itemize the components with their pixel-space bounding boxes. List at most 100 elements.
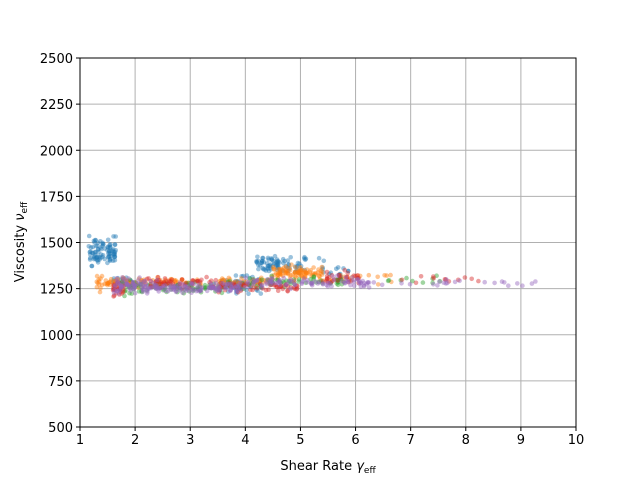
data-point xyxy=(154,277,160,283)
data-point xyxy=(275,265,280,271)
data-point xyxy=(240,282,246,287)
data-point xyxy=(316,273,322,279)
data-point xyxy=(112,284,118,289)
data-point xyxy=(265,277,270,282)
data-point xyxy=(172,284,177,289)
x-axis-ticks: 1 2 3 4 5 6 7 8 9 10 xyxy=(76,427,584,448)
data-point xyxy=(283,264,289,269)
data-point xyxy=(277,270,283,275)
data-point xyxy=(293,269,298,275)
data-point xyxy=(217,285,223,291)
data-point xyxy=(166,281,171,286)
data-point xyxy=(128,286,133,291)
data-point xyxy=(139,278,145,284)
data-point xyxy=(227,277,233,282)
data-point xyxy=(321,270,326,275)
data-point xyxy=(269,276,274,281)
data-point xyxy=(198,289,204,295)
data-point xyxy=(295,283,300,289)
data-point xyxy=(156,289,161,294)
data-point xyxy=(341,266,346,271)
data-point xyxy=(186,280,191,286)
x-tick-label: 1 xyxy=(76,433,84,448)
data-point xyxy=(120,281,126,287)
data-point xyxy=(239,276,244,281)
data-point xyxy=(208,285,214,290)
data-point xyxy=(211,281,216,287)
data-point xyxy=(313,270,318,276)
data-point xyxy=(142,279,147,285)
data-point xyxy=(356,279,362,284)
data-point xyxy=(138,277,144,283)
data-point xyxy=(127,280,132,285)
data-point xyxy=(119,285,125,291)
data-point xyxy=(161,280,166,285)
data-point xyxy=(195,283,200,289)
data-point xyxy=(131,282,137,288)
data-point xyxy=(277,271,283,277)
data-point xyxy=(209,285,215,291)
data-point xyxy=(286,262,292,268)
data-point xyxy=(221,284,226,290)
data-point xyxy=(283,282,289,287)
data-point xyxy=(237,282,242,287)
data-point xyxy=(99,282,105,288)
data-point xyxy=(341,279,347,285)
data-point xyxy=(355,277,361,283)
data-point xyxy=(271,258,277,264)
series-4 xyxy=(111,273,538,296)
data-point xyxy=(107,248,112,254)
data-point xyxy=(100,254,105,260)
data-point xyxy=(216,282,221,287)
data-point xyxy=(95,246,101,252)
data-point xyxy=(177,285,182,290)
data-point xyxy=(324,278,330,284)
data-point xyxy=(228,287,234,293)
data-point xyxy=(96,277,101,282)
data-point xyxy=(452,279,458,285)
data-point xyxy=(339,278,345,284)
data-point xyxy=(297,270,302,276)
data-point xyxy=(269,274,275,280)
data-point xyxy=(239,284,244,290)
data-point xyxy=(325,280,331,286)
data-point xyxy=(275,275,280,280)
data-point xyxy=(104,281,109,286)
data-point xyxy=(280,279,285,284)
data-point xyxy=(158,281,163,287)
data-point xyxy=(213,289,218,294)
series-2 xyxy=(117,273,443,299)
data-point xyxy=(345,279,351,284)
data-point xyxy=(268,265,273,270)
data-point xyxy=(111,290,117,296)
data-point xyxy=(298,271,304,276)
data-point xyxy=(308,281,314,286)
data-point xyxy=(267,278,273,284)
data-point xyxy=(237,285,242,291)
data-point xyxy=(217,281,223,287)
data-point xyxy=(277,282,283,288)
data-point xyxy=(113,282,118,288)
data-point xyxy=(351,273,357,279)
data-point xyxy=(110,287,116,293)
data-point xyxy=(172,279,178,284)
data-point xyxy=(174,283,180,289)
data-point xyxy=(153,284,159,289)
data-point xyxy=(188,284,194,289)
data-point xyxy=(112,242,118,247)
data-point xyxy=(89,263,95,269)
data-point xyxy=(349,274,355,280)
data-point xyxy=(124,279,130,285)
data-point xyxy=(234,285,240,291)
data-point xyxy=(190,278,195,283)
data-point xyxy=(128,280,133,286)
data-point xyxy=(269,257,275,262)
data-point xyxy=(351,277,356,283)
data-point xyxy=(407,281,413,287)
data-point xyxy=(159,281,165,286)
data-point xyxy=(335,278,341,283)
data-point xyxy=(125,282,130,288)
data-point xyxy=(197,284,203,289)
data-point xyxy=(441,280,447,285)
data-point xyxy=(338,274,343,280)
